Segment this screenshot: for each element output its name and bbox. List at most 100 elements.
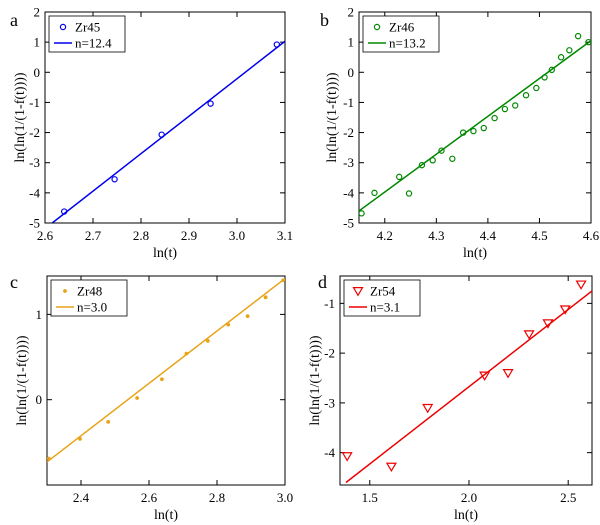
legend-box <box>343 279 421 317</box>
x-tick-label: 4.4 <box>480 228 497 243</box>
panel-letter: a <box>10 10 18 30</box>
data-point <box>78 437 82 441</box>
data-layer <box>47 277 285 463</box>
data-point <box>111 176 118 183</box>
data-point <box>405 190 413 197</box>
data-point <box>422 403 434 414</box>
x-tick-label: 2.6 <box>37 228 54 243</box>
data-point <box>585 38 591 46</box>
legend-series-label: Zr45 <box>75 20 100 35</box>
y-tick-label: -4 <box>29 185 40 200</box>
panel-letter: d <box>318 272 327 292</box>
data-point <box>60 208 68 215</box>
data-point <box>548 66 556 74</box>
plot-frame <box>358 11 592 224</box>
legend-marker <box>63 289 67 293</box>
data-point <box>106 419 111 424</box>
y-tick-label: -4 <box>324 445 335 460</box>
y-tick-label: 1 <box>34 35 41 50</box>
data-point <box>47 456 51 461</box>
legend-box <box>362 15 440 53</box>
legend-series-label: Zr46 <box>389 20 415 35</box>
data-layer <box>341 280 592 484</box>
data-point <box>512 102 519 109</box>
panel-letter: b <box>320 10 329 30</box>
data-point <box>359 210 365 217</box>
x-axis-label: ln(t) <box>153 246 177 261</box>
y-tick-label: -2 <box>324 346 335 361</box>
plot-frame <box>44 11 286 224</box>
data-point <box>429 157 436 164</box>
x-tick-label: 3.0 <box>277 490 293 505</box>
x-tick-label: 2.6 <box>141 490 158 505</box>
x-tick-label: 4.5 <box>531 228 547 243</box>
legend-fit-label: n=12.4 <box>75 36 112 51</box>
data-point <box>470 127 477 135</box>
legend-fit-label: n=3.1 <box>370 300 400 315</box>
x-tick-label: 1.5 <box>362 490 378 505</box>
x-tick-label: 4.2 <box>377 228 393 243</box>
y-tick-label: 0 <box>34 65 41 80</box>
data-point <box>575 280 587 290</box>
fit-line <box>359 40 591 212</box>
data-point <box>341 452 353 462</box>
legend-series-label: Zr48 <box>77 284 102 299</box>
legend-marker <box>352 287 364 297</box>
data-point <box>263 295 268 300</box>
plot-frame <box>46 275 286 486</box>
x-tick-label: 2.9 <box>181 228 197 243</box>
plot-frame <box>339 275 593 486</box>
data-point <box>205 338 210 343</box>
x-tick-label: 2.4 <box>73 490 90 505</box>
data-point <box>281 278 285 283</box>
x-tick-label: 3.1 <box>277 228 293 243</box>
y-tick-label: 2 <box>34 5 41 20</box>
data-point <box>459 129 467 136</box>
x-tick-label: 2.8 <box>209 490 225 505</box>
data-layer <box>51 40 285 223</box>
data-point <box>522 91 530 99</box>
fit-line <box>47 277 285 463</box>
legend-series-label: Zr54 <box>370 284 396 299</box>
data-point <box>501 105 509 113</box>
y-tick-label: 1 <box>348 35 355 50</box>
legend-box <box>48 15 126 53</box>
y-tick-label: 0 <box>36 392 43 407</box>
data-point <box>449 155 456 162</box>
y-tick-label: -3 <box>343 155 354 170</box>
data-point <box>502 369 514 379</box>
y-tick-label: 1 <box>36 307 43 322</box>
data-point <box>158 131 165 138</box>
data-point <box>566 47 573 54</box>
y-tick-label: -2 <box>343 125 354 140</box>
y-tick-label: -3 <box>29 155 40 170</box>
data-point <box>371 189 378 197</box>
x-tick-label: 2.0 <box>461 490 477 505</box>
data-point <box>438 147 445 154</box>
data-point <box>523 330 535 340</box>
panel-b: 4.2 4.3 4.4 4.5 4.6 -5 -4 -3 -2 -1 0 1 2 ln(t) ln(ln(1… <box>320 5 600 262</box>
data-point <box>207 100 214 107</box>
data-point <box>245 314 250 318</box>
data-point <box>385 462 397 473</box>
data-layer <box>359 32 591 217</box>
y-tick-label: -5 <box>343 216 354 231</box>
data-point <box>160 377 164 382</box>
x-axis-label: ln(t) <box>454 508 478 523</box>
data-point <box>226 322 231 327</box>
data-point <box>480 124 487 132</box>
legend-fit-label: n=3.0 <box>77 300 107 315</box>
panel-a: 2.6 2.7 2.8 2.9 3.0 3.1 -5 -4 -3 -2 -1 0 1 2 ln(t) ln(l… <box>10 5 293 262</box>
y-axis-label: ln(ln(1/(1-f(t)))) <box>325 72 340 163</box>
y-tick-label: -2 <box>29 125 40 140</box>
y-tick-label: -1 <box>29 95 40 110</box>
y-tick-label: 2 <box>348 5 355 20</box>
data-point <box>273 41 281 48</box>
fit-line <box>345 290 592 484</box>
legend-marker <box>373 23 381 31</box>
x-tick-label: 2.7 <box>85 228 102 243</box>
data-point <box>184 351 189 356</box>
data-point <box>541 74 548 81</box>
x-tick-label: 4.3 <box>428 228 444 243</box>
